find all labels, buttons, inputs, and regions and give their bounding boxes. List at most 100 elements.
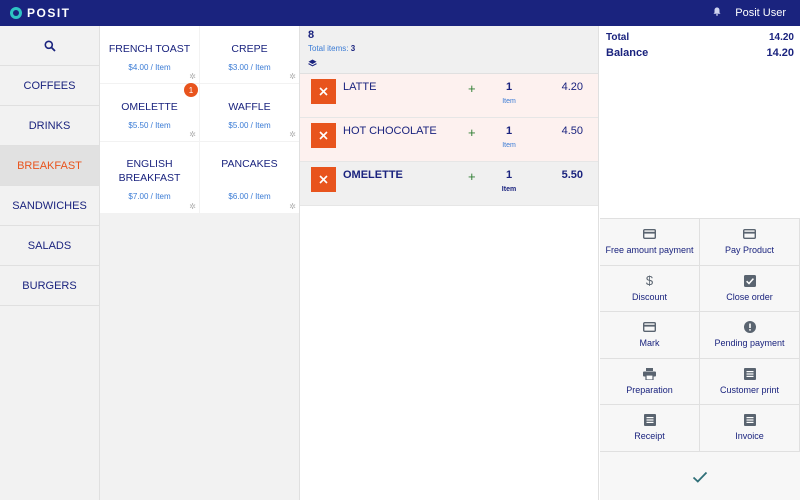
action-label: Free amount payment — [605, 245, 694, 256]
document-icon — [743, 367, 756, 381]
pay-product-button[interactable]: Pay Product — [700, 219, 800, 266]
pending-payment-button[interactable]: Pending payment — [700, 312, 800, 359]
line-price: 5.50 — [561, 169, 583, 181]
total-label: Total — [606, 32, 630, 43]
category-drinks[interactable]: DRINKS — [0, 106, 99, 146]
totals-box: Total 14.20 Balance 14.20 — [600, 26, 800, 219]
action-label: Close order — [726, 291, 773, 302]
action-label: Pending payment — [714, 338, 785, 349]
total-items-label: Total items: — [308, 44, 349, 53]
action-label: Customer print — [719, 384, 780, 395]
product-price: $5.00 / Item — [228, 121, 271, 130]
line-unit: Item — [501, 186, 517, 193]
logo-icon — [10, 7, 22, 19]
brand-name: POSIT — [27, 6, 71, 20]
gear-icon[interactable]: ✲ — [289, 72, 296, 81]
product-name: CREPE — [231, 43, 268, 55]
app-logo: POSIT — [10, 6, 71, 20]
order-line[interactable]: LATTE + 1 Item 4.20 — [300, 74, 598, 118]
balance-value: 14.20 — [766, 47, 794, 59]
gear-icon[interactable]: ✲ — [189, 130, 196, 139]
card-icon — [643, 320, 656, 334]
product-grid: FRENCH TOAST $4.00 / Item ✲ CREPE $3.00 … — [100, 26, 299, 213]
category-sidebar: COFFEES DRINKS BREAKFAST SANDWICHES SALA… — [0, 26, 100, 500]
product-tile-pancakes[interactable]: PANCAKES $6.00 / Item ✲ — [200, 142, 299, 213]
confirm-button[interactable] — [600, 452, 800, 500]
user-menu[interactable]: Posit User — [713, 0, 786, 26]
product-price: $5.50 / Item — [128, 121, 171, 130]
action-label: Invoice — [735, 431, 764, 442]
line-unit: Item — [502, 142, 516, 149]
line-item-name: LATTE — [343, 81, 377, 93]
document-icon — [743, 413, 756, 427]
category-burgers[interactable]: BURGERS — [0, 266, 99, 306]
invoice-button[interactable]: Invoice — [700, 405, 800, 452]
product-name: WAFFLE — [228, 101, 271, 113]
gear-icon[interactable]: ✲ — [189, 202, 196, 211]
order-line[interactable]: HOT CHOCOLATE + 1 Item 4.50 — [300, 118, 598, 162]
order-number: 8 — [308, 29, 315, 41]
product-panel: FRENCH TOAST $4.00 / Item ✲ CREPE $3.00 … — [100, 26, 300, 500]
mark-button[interactable]: Mark — [600, 312, 700, 359]
product-price: $7.00 / Item — [128, 192, 171, 201]
search-button[interactable] — [0, 26, 99, 66]
close-order-button[interactable]: Close order — [700, 265, 800, 312]
checkbox-icon — [743, 274, 756, 288]
card-icon — [643, 227, 656, 241]
product-price: $3.00 / Item — [228, 63, 271, 72]
remove-item-button[interactable] — [311, 167, 336, 192]
gear-icon[interactable]: ✲ — [189, 72, 196, 81]
preparation-button[interactable]: Preparation — [600, 358, 700, 405]
line-quantity: 1 — [505, 125, 513, 137]
gear-icon[interactable]: ✲ — [289, 130, 296, 139]
order-line-selected[interactable]: OMELETTE + 1 Item 5.50 — [300, 162, 598, 206]
category-salads[interactable]: SALADS — [0, 226, 99, 266]
quantity-badge: 1 — [184, 83, 198, 97]
balance-label: Balance — [606, 47, 649, 59]
action-label: Discount — [631, 291, 667, 302]
gear-icon[interactable]: ✲ — [289, 202, 296, 211]
total-row: Total 14.20 — [606, 32, 794, 43]
plus-icon[interactable]: + — [468, 125, 476, 140]
line-quantity: 1 — [505, 169, 513, 181]
card-icon — [743, 227, 756, 241]
free-amount-payment-button[interactable]: Free amount payment — [600, 219, 700, 266]
layers-icon[interactable] — [308, 55, 598, 73]
plus-icon[interactable]: + — [468, 169, 476, 184]
category-breakfast[interactable]: BREAKFAST — [0, 146, 99, 186]
bell-icon[interactable] — [713, 7, 721, 19]
line-unit: Item — [502, 98, 516, 105]
product-price: $4.00 / Item — [128, 63, 171, 72]
product-tile-waffle[interactable]: WAFFLE $5.00 / Item ✲ — [200, 84, 299, 141]
product-name: OMELETTE — [121, 101, 178, 113]
check-icon — [692, 471, 708, 483]
discount-button[interactable]: $ Discount — [600, 265, 700, 312]
category-coffees[interactable]: COFFEES — [0, 66, 99, 106]
product-tile-crepe[interactable]: CREPE $3.00 / Item ✲ — [200, 26, 299, 83]
product-tile-omelette[interactable]: 1 OMELETTE $5.50 / Item ✲ — [100, 83, 199, 141]
total-items-count: 3 — [350, 44, 356, 53]
total-value: 14.20 — [768, 32, 794, 43]
receipt-button[interactable]: Receipt — [600, 405, 700, 452]
remove-item-button[interactable] — [311, 123, 336, 148]
close-icon — [319, 175, 328, 184]
action-label: Receipt — [634, 431, 665, 442]
payment-panel: Total 14.20 Balance 14.20 Free amount pa… — [600, 26, 800, 500]
product-tile-english-breakfast[interactable]: ENGLISH BREAKFAST $7.00 / Item ✲ — [100, 142, 199, 213]
total-items: Total items: 3 — [308, 44, 598, 53]
customer-print-button[interactable]: Customer print — [700, 358, 800, 405]
product-tile-french-toast[interactable]: FRENCH TOAST $4.00 / Item ✲ — [100, 26, 199, 83]
search-icon — [44, 40, 56, 52]
order-header: 8 Total items: 3 — [300, 26, 598, 74]
document-icon — [643, 413, 656, 427]
plus-icon[interactable]: + — [468, 81, 476, 96]
remove-item-button[interactable] — [311, 79, 336, 104]
user-name[interactable]: Posit User — [735, 7, 786, 19]
product-name: FRENCH TOAST — [108, 43, 191, 55]
line-quantity: 1 — [505, 81, 513, 93]
close-icon — [319, 87, 328, 96]
line-price: 4.20 — [561, 81, 583, 93]
line-item-name: OMELETTE — [343, 169, 403, 181]
close-icon — [319, 131, 328, 140]
category-sandwiches[interactable]: SANDWICHES — [0, 186, 99, 226]
